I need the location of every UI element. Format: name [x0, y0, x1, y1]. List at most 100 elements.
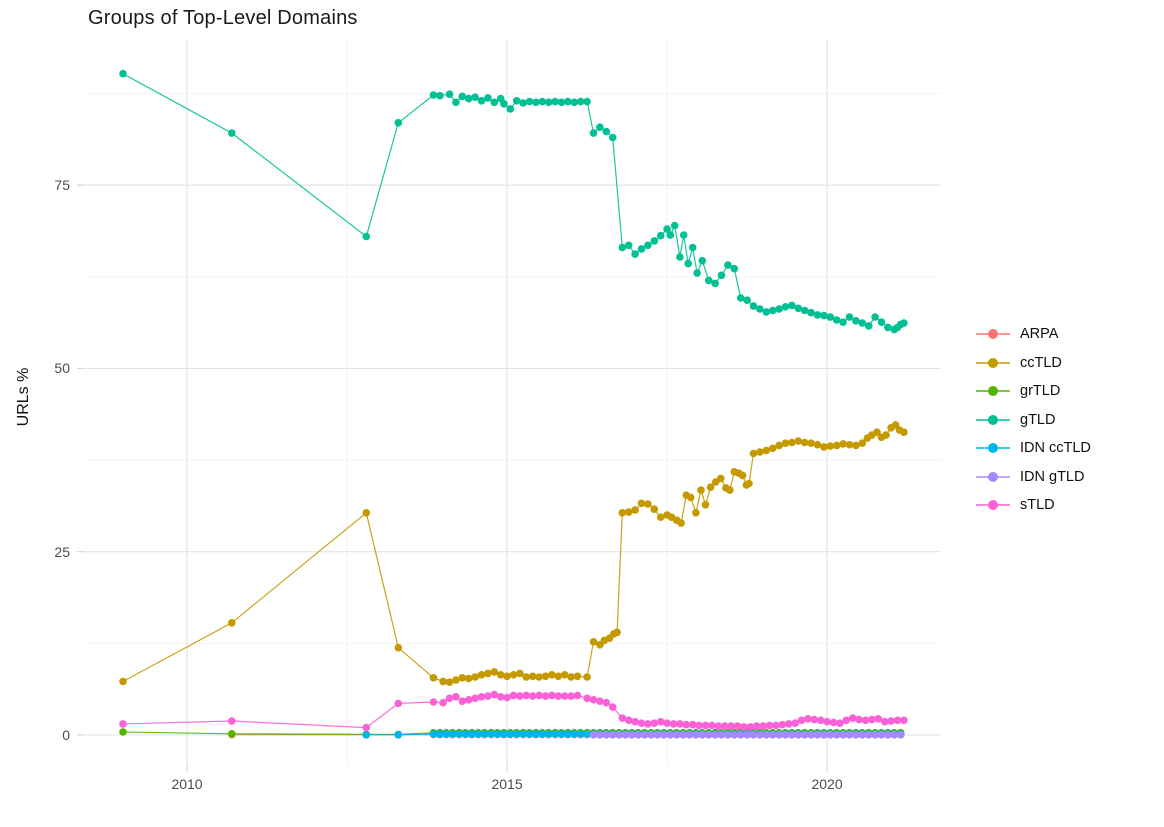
- series-point-IDN-gTLD: [858, 731, 867, 739]
- series-point-gTLD: [650, 237, 659, 245]
- series-point-sTLD: [804, 715, 812, 723]
- series-point-gTLD: [564, 97, 572, 106]
- series-point-gTLD: [500, 100, 508, 108]
- series-point-ccTLD: [516, 669, 524, 678]
- series-point-gTLD: [756, 305, 764, 313]
- series-point-ccTLD: [794, 437, 803, 445]
- series-point-gTLD: [693, 269, 701, 277]
- legend-item-grTLD: grTLD: [976, 377, 1091, 406]
- series-point-ccTLD: [560, 671, 569, 679]
- series-point-gTLD: [832, 316, 841, 324]
- series-point-IDN-gTLD: [608, 731, 617, 739]
- series-point-gTLD: [800, 306, 809, 315]
- series-point-ccTLD: [631, 506, 639, 514]
- series-point-sTLD: [589, 696, 598, 704]
- series-point-sTLD: [458, 697, 467, 705]
- series-point-ccTLD: [650, 505, 659, 513]
- series-point-sTLD: [596, 697, 604, 705]
- series-point-IDN-gTLD: [615, 731, 623, 739]
- series-point-sTLD: [765, 721, 774, 730]
- series-point-sTLD: [829, 718, 838, 727]
- series-point-ccTLD: [503, 672, 511, 681]
- series-point-ccTLD: [820, 443, 828, 451]
- series-point-gTLD: [519, 99, 527, 107]
- series-point-sTLD: [439, 698, 447, 707]
- series-point-ccTLD: [717, 474, 725, 483]
- series-point-ccTLD: [484, 669, 492, 678]
- series-point-ccTLD: [583, 673, 591, 681]
- series-point-gTLD: [871, 313, 879, 321]
- x-tick-label: 2015: [491, 776, 523, 792]
- series-point-gTLD: [852, 317, 860, 325]
- series-point-sTLD: [228, 717, 236, 725]
- series-point-IDN-gTLD: [698, 731, 707, 739]
- series-point-ccTLD: [471, 673, 479, 681]
- series-point-IDN-gTLD: [628, 731, 636, 739]
- series-point-gTLD: [730, 264, 739, 273]
- series-point-gTLD: [670, 221, 679, 230]
- series-point-IDN-ccTLD: [362, 731, 371, 739]
- series-point-sTLD: [554, 692, 563, 700]
- series-point-ccTLD: [706, 483, 715, 492]
- y-tick-label: 75: [54, 177, 70, 194]
- series-point-gTLD: [736, 294, 745, 302]
- series-point-sTLD: [746, 723, 755, 731]
- series-point-IDN-gTLD: [647, 731, 655, 739]
- series-point-sTLD: [477, 693, 486, 701]
- series-point-IDN-gTLD: [730, 731, 739, 739]
- series-point-ccTLD: [554, 672, 563, 681]
- series-point-ccTLD: [429, 674, 438, 682]
- series-point-gTLD: [711, 279, 719, 288]
- series-point-gTLD: [452, 98, 460, 107]
- series-point-sTLD: [464, 696, 473, 704]
- series-point-ccTLD: [858, 439, 867, 448]
- series-point-ccTLD: [677, 519, 685, 527]
- legend-key-icon: [976, 498, 1010, 512]
- series-point-grTLD: [228, 730, 236, 738]
- series-point-gTLD: [637, 245, 646, 253]
- series-point-sTLD: [900, 716, 908, 725]
- series-point-gTLD: [724, 261, 732, 269]
- series-point-gTLD: [656, 231, 665, 240]
- series-point-gTLD: [544, 98, 553, 107]
- series-point-sTLD: [701, 721, 710, 730]
- series-point-ccTLD: [701, 501, 710, 509]
- series-point-gTLD: [583, 97, 591, 106]
- series-point-IDN-gTLD: [704, 731, 713, 739]
- series-point-sTLD: [720, 722, 729, 730]
- series-point-IDN-gTLD: [653, 731, 662, 739]
- series-point-gTLD: [839, 318, 847, 327]
- series-point-IDN-ccTLD: [551, 730, 559, 738]
- series-point-sTLD: [644, 720, 652, 728]
- legend-item-IDN-gTLD: IDN gTLD: [976, 463, 1091, 492]
- series-point-grTLD: [119, 728, 127, 736]
- series-point-IDN-ccTLD: [493, 730, 502, 738]
- series-point-sTLD: [759, 722, 767, 730]
- series-point-sTLD: [868, 715, 876, 724]
- series-point-ccTLD: [697, 486, 705, 494]
- series-point-IDN-gTLD: [679, 731, 687, 739]
- series-point-ccTLD: [826, 442, 835, 450]
- series-point-IDN-ccTLD: [394, 731, 403, 739]
- series-point-sTLD: [362, 723, 371, 732]
- series-point-gTLD: [768, 306, 777, 315]
- series-point-sTLD: [583, 694, 591, 703]
- series-point-gTLD: [864, 322, 873, 330]
- series-point-sTLD: [874, 715, 883, 723]
- series-point-ccTLD: [394, 643, 403, 652]
- series-point-sTLD: [452, 693, 460, 701]
- series-point-gTLD: [813, 311, 822, 319]
- series-point-sTLD: [861, 716, 870, 725]
- legend: ARPA ccTLD grTLD gTLD IDN ccTLD IDN gTLD sTLD: [976, 320, 1091, 520]
- series-point-IDN-gTLD: [871, 731, 879, 739]
- series-point-sTLD: [810, 715, 819, 724]
- series-point-sTLD: [624, 716, 633, 725]
- series-point-sTLD: [496, 693, 505, 701]
- series-point-ccTLD: [745, 479, 753, 488]
- series-point-IDN-gTLD: [634, 731, 643, 739]
- series-point-gTLD: [900, 319, 908, 327]
- legend-key-icon: [976, 327, 1010, 341]
- series-point-IDN-gTLD: [660, 731, 668, 739]
